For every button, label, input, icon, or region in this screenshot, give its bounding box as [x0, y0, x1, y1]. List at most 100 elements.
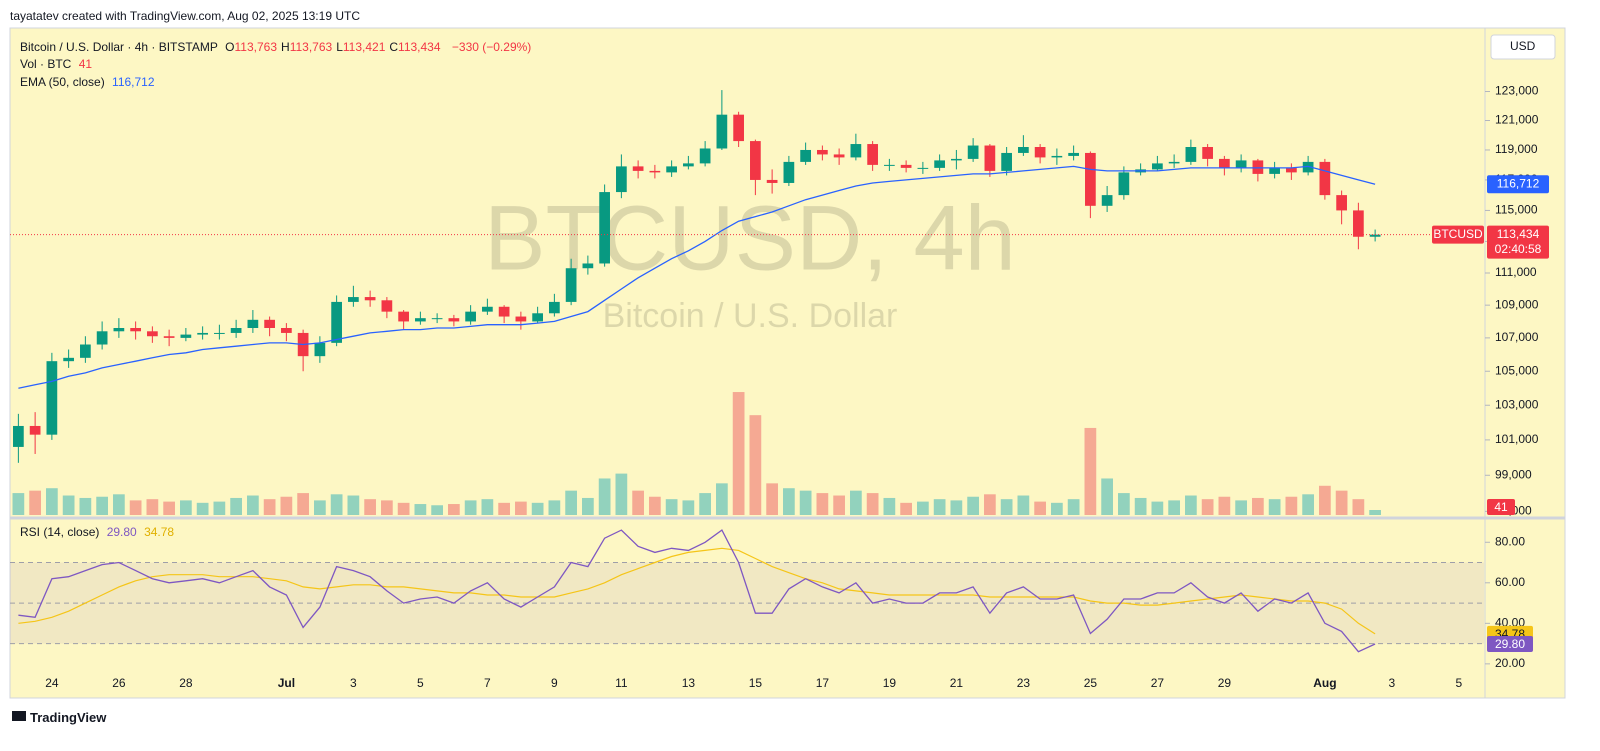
volume-bar — [649, 496, 661, 515]
ohlc-value: 113,421 — [342, 40, 386, 54]
rsi-ma-line — [18, 547, 1376, 635]
y-tick-label: 121,000 — [1495, 113, 1539, 127]
volume-bar — [263, 499, 276, 515]
candle-body — [850, 144, 862, 158]
rsi-value: 29.80 — [106, 525, 137, 539]
x-tick-label: 21 — [950, 676, 964, 690]
volume-bar — [1369, 510, 1381, 515]
volume-bar — [297, 493, 309, 515]
candle-body — [951, 158, 962, 161]
volume-bar — [113, 494, 125, 515]
rsi-name: RSI (14, close) — [20, 525, 100, 539]
candle-body — [448, 318, 460, 322]
volume-bar — [682, 500, 695, 515]
ohlc: O113,763 H113,763 L113,421 C113,434 — [225, 40, 444, 54]
volume-bar — [1335, 490, 1348, 515]
volume-bar — [163, 501, 175, 515]
volume-bar — [364, 499, 376, 515]
candle-body — [1068, 152, 1079, 156]
x-tick-label: 13 — [682, 676, 696, 690]
candle-body — [599, 192, 610, 264]
watermark-subtitle: Bitcoin / U.S. Dollar — [603, 297, 898, 335]
ohlc-value: 113,434 — [398, 40, 441, 54]
candle-body — [934, 160, 945, 168]
volume-bar — [414, 504, 427, 515]
candle-body — [783, 161, 795, 183]
attribution: tayatatev created with TradingView.com, … — [10, 9, 360, 23]
candle-body — [1018, 147, 1029, 153]
volume-bar — [1134, 497, 1147, 515]
x-tick-label: 5 — [417, 676, 424, 690]
volume-bar — [565, 490, 577, 515]
volume-bar — [783, 488, 795, 515]
candle-body — [683, 163, 694, 167]
volume-name: Vol · BTC — [20, 57, 72, 71]
ticker-badge-bg — [1432, 225, 1484, 244]
candle-body — [867, 144, 878, 165]
volume-bar — [464, 500, 477, 515]
volume-bar — [1000, 499, 1013, 515]
symbol-legend: Bitcoin / U.S. Dollar · 4h · BITSTAMP O1… — [20, 40, 535, 54]
y-tick-label: 107,000 — [1495, 330, 1539, 344]
candle-body — [197, 332, 208, 335]
volume-bar — [1352, 499, 1365, 515]
frame — [9, 27, 1566, 699]
rsi-ma-value: 34.78 — [144, 525, 175, 539]
volume-legend: Vol · BTC 41 — [20, 57, 96, 71]
volume-bar — [1118, 493, 1130, 515]
volume-bar — [1101, 478, 1113, 515]
volume-bar — [900, 502, 912, 515]
candle-body — [314, 342, 326, 357]
candle-body — [900, 164, 912, 168]
ema-legend: EMA (50, close) 116,712 — [20, 75, 159, 89]
candle-body — [750, 141, 761, 180]
volume-badge: 41 — [1494, 500, 1508, 514]
plot-background — [10, 28, 1485, 698]
volume-bar — [314, 500, 326, 515]
volume-bar — [180, 500, 192, 515]
volume-bar — [850, 490, 862, 515]
candle-body — [1118, 172, 1130, 196]
candle-body — [515, 316, 527, 322]
ema-line — [18, 165, 1376, 389]
candle-body — [348, 297, 359, 302]
candle-body — [800, 149, 811, 162]
candle-body — [1353, 210, 1364, 237]
ema-badge: 116,712 — [1497, 176, 1540, 190]
y-tick-label: 123,000 — [1495, 84, 1539, 98]
y-tick-label: 101,000 — [1495, 432, 1539, 446]
volume-bar — [381, 500, 393, 515]
candle-body — [1085, 152, 1096, 206]
candle-body — [817, 149, 828, 155]
rsi-line — [18, 529, 1376, 653]
candle-body — [1219, 158, 1230, 168]
candle-body — [498, 306, 510, 317]
y-tick-label: 105,000 — [1495, 363, 1539, 377]
volume-bar — [247, 495, 259, 515]
candle-body — [431, 318, 443, 320]
candle-body — [649, 170, 661, 173]
volume-bar — [62, 495, 75, 515]
candle-body — [632, 166, 644, 171]
candle-body — [96, 331, 108, 345]
x-tick-label: Aug — [1313, 676, 1336, 690]
x-tick-label: 3 — [350, 676, 357, 690]
candle-body — [1319, 161, 1331, 196]
volume-bar — [816, 493, 829, 515]
ohlc-key: L — [336, 40, 343, 54]
countdown: 02:40:58 — [1495, 242, 1542, 256]
axis-background — [1485, 28, 1565, 698]
price-badge: 113,434 — [1497, 227, 1540, 241]
volume-bar — [883, 497, 896, 515]
volume-bar — [498, 502, 510, 515]
x-tick-label: 19 — [883, 676, 897, 690]
volume-bar — [1235, 500, 1247, 515]
ticker-badge: BTCUSD — [1433, 227, 1483, 241]
candle-body — [716, 114, 728, 149]
candle-body — [1302, 161, 1314, 173]
candle-body — [984, 145, 996, 171]
rsi-badge: 29.80 — [1495, 637, 1525, 651]
x-tick-label: 7 — [484, 676, 491, 690]
brand: TradingView — [30, 710, 107, 725]
